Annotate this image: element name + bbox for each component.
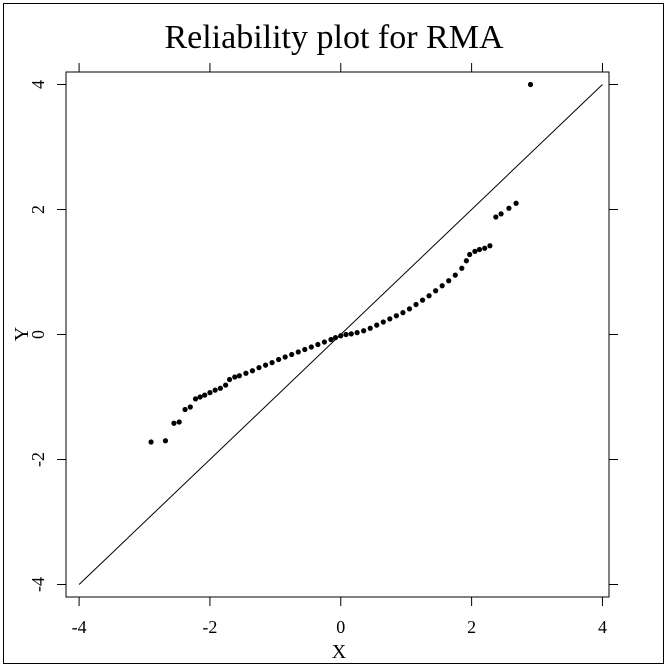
data-point bbox=[302, 346, 308, 353]
data-point bbox=[459, 265, 465, 271]
data-point bbox=[262, 362, 269, 368]
data-point bbox=[374, 322, 380, 328]
data-point bbox=[223, 382, 229, 388]
data-point bbox=[419, 297, 426, 303]
data-point bbox=[426, 293, 432, 299]
x-tick-label: 4 bbox=[598, 617, 607, 637]
data-point bbox=[315, 341, 321, 348]
data-point bbox=[400, 310, 406, 316]
reliability-scatter-chart: Reliability plot for RMA -4 -2 0 2 4-4-2024 … bbox=[11, 19, 618, 663]
x-tick-label: 0 bbox=[336, 617, 345, 637]
y-tick-label: 4 bbox=[28, 80, 48, 89]
data-point bbox=[212, 387, 218, 393]
y-tick-label: 2 bbox=[28, 205, 48, 214]
x-tick-label: -2 bbox=[202, 617, 217, 637]
chart-title: Reliability plot for RMA bbox=[164, 19, 503, 56]
data-point bbox=[367, 325, 373, 331]
x-tick-label: 2 bbox=[467, 617, 476, 637]
data-point bbox=[476, 246, 483, 253]
data-point bbox=[380, 319, 386, 325]
data-point bbox=[513, 200, 519, 206]
data-point bbox=[192, 396, 199, 402]
data-point bbox=[446, 278, 452, 284]
data-point bbox=[321, 339, 328, 345]
data-point bbox=[217, 385, 223, 391]
data-point bbox=[472, 248, 478, 254]
data-point bbox=[249, 368, 256, 374]
data-point bbox=[439, 283, 445, 289]
data-point bbox=[289, 351, 295, 358]
data-point bbox=[282, 354, 288, 360]
data-point bbox=[295, 349, 301, 355]
data-point bbox=[487, 243, 493, 249]
y-tick-label: 0 bbox=[28, 330, 48, 339]
data-point bbox=[452, 272, 458, 278]
data-point bbox=[393, 313, 399, 319]
data-point bbox=[433, 288, 439, 294]
x-axis-label: X bbox=[332, 641, 347, 663]
data-point bbox=[361, 328, 367, 334]
data-point bbox=[413, 301, 419, 308]
data-point bbox=[406, 306, 413, 312]
data-point bbox=[498, 211, 504, 217]
data-point bbox=[348, 331, 354, 337]
data-point bbox=[527, 81, 534, 88]
data-point bbox=[226, 376, 233, 383]
data-point bbox=[243, 370, 249, 376]
data-point bbox=[343, 331, 349, 338]
data-point bbox=[338, 333, 344, 339]
data-point bbox=[276, 356, 282, 363]
y-tick-label: -2 bbox=[28, 452, 48, 467]
data-point bbox=[171, 420, 177, 426]
y-axis-label: Y bbox=[11, 327, 33, 341]
data-point bbox=[328, 336, 334, 343]
data-point bbox=[256, 365, 262, 371]
x-tick-label: -4 bbox=[72, 617, 87, 637]
data-point bbox=[354, 330, 360, 336]
data-point bbox=[467, 251, 473, 258]
data-point bbox=[493, 214, 499, 220]
data-point bbox=[308, 344, 314, 350]
chart-frame: Reliability plot for RMA -4 -2 0 2 4 -4 -2 0 2 4 … bbox=[3, 3, 664, 664]
data-point bbox=[482, 245, 488, 251]
data-point bbox=[232, 374, 238, 380]
data-point bbox=[202, 392, 208, 398]
plot-area-border bbox=[65, 71, 610, 598]
data-point bbox=[187, 404, 193, 410]
data-point bbox=[506, 205, 512, 211]
axis-ticks: -4 -2 0 2 4 -4 -2 0 2 4 bbox=[28, 63, 618, 637]
y-tick-label: -4 bbox=[28, 577, 48, 592]
data-point bbox=[269, 360, 275, 366]
data-point bbox=[182, 406, 188, 413]
data-point bbox=[387, 316, 393, 322]
data-point bbox=[332, 335, 339, 341]
data-point bbox=[148, 439, 154, 445]
data-points bbox=[148, 81, 534, 445]
data-point bbox=[176, 419, 182, 425]
data-point bbox=[463, 258, 469, 264]
data-point bbox=[162, 438, 169, 444]
data-point bbox=[197, 394, 203, 400]
data-point bbox=[236, 373, 242, 379]
data-point bbox=[207, 390, 213, 396]
